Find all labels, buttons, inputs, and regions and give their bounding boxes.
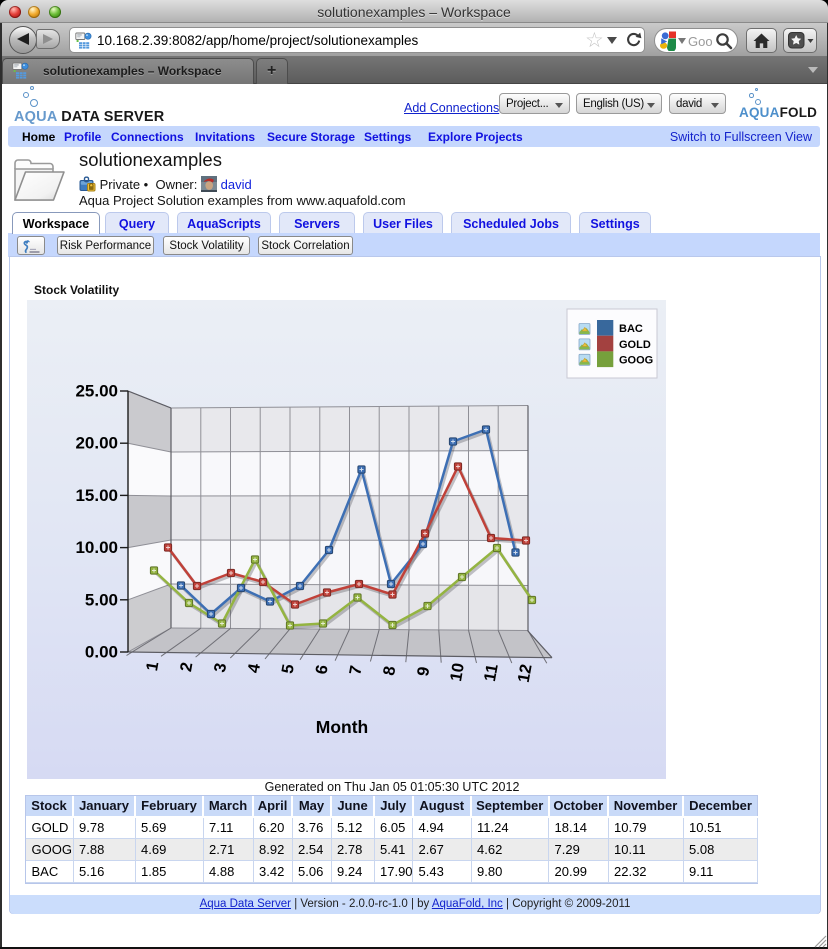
svg-text:0.00: 0.00 bbox=[85, 643, 118, 662]
svg-text:7: 7 bbox=[346, 664, 365, 676]
svg-text:12: 12 bbox=[515, 663, 536, 684]
svg-text:2: 2 bbox=[177, 661, 196, 673]
svg-text:5.00: 5.00 bbox=[85, 590, 118, 609]
svg-text:1: 1 bbox=[143, 660, 162, 672]
svg-text:GOLD: GOLD bbox=[619, 339, 651, 351]
svg-text:6: 6 bbox=[312, 664, 331, 676]
svg-text:20.00: 20.00 bbox=[75, 434, 118, 453]
svg-text:10: 10 bbox=[447, 662, 468, 683]
svg-text:10.00: 10.00 bbox=[75, 538, 118, 557]
svg-text:8: 8 bbox=[380, 665, 399, 677]
svg-text:GOOG: GOOG bbox=[619, 355, 653, 367]
svg-text:4: 4 bbox=[245, 661, 264, 674]
svg-text:3: 3 bbox=[211, 662, 230, 674]
svg-text:9: 9 bbox=[414, 665, 433, 677]
svg-text:5: 5 bbox=[279, 663, 298, 675]
svg-text:Month: Month bbox=[316, 717, 368, 737]
svg-text:11: 11 bbox=[481, 663, 502, 683]
svg-text:25.00: 25.00 bbox=[75, 382, 118, 401]
svg-text:15.00: 15.00 bbox=[75, 486, 118, 505]
svg-text:BAC: BAC bbox=[619, 323, 643, 335]
